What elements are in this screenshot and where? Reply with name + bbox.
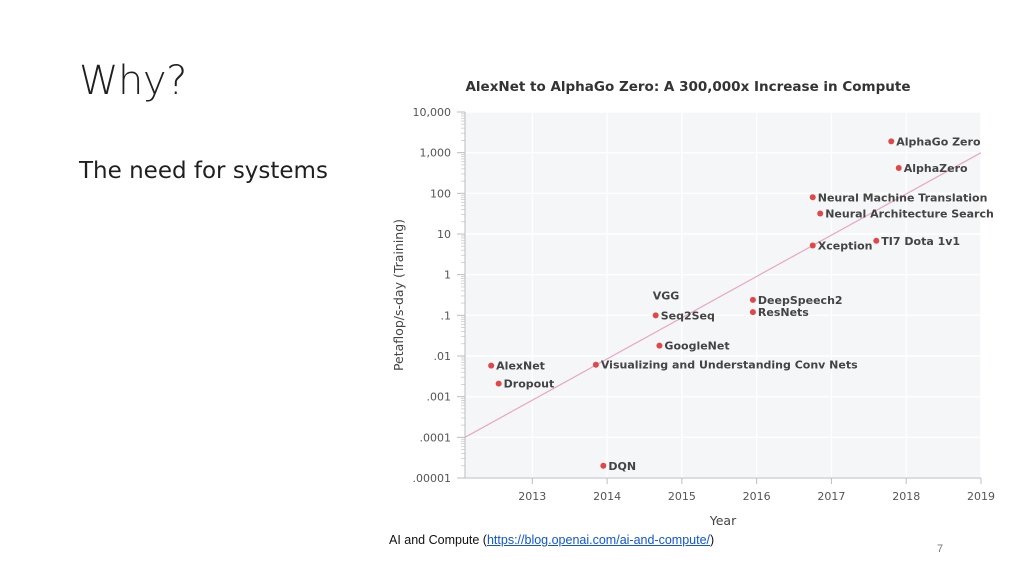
y-tick-label: 10	[437, 228, 451, 241]
chart-title: AlexNet to AlphaGo Zero: A 300,000x Incr…	[465, 79, 910, 95]
point-alphazero	[895, 164, 902, 171]
trend-line	[464, 152, 982, 438]
source-caption: AI and Compute (https://blog.openai.com/…	[389, 533, 714, 547]
caption-suffix: )	[710, 533, 715, 547]
caption-prefix: AI and Compute (	[389, 533, 487, 547]
label-alphazero: AlphaZero	[904, 162, 968, 175]
page-number: 7	[937, 543, 944, 555]
y-tick-label: .1	[441, 309, 452, 322]
label-dropout: Dropout	[504, 378, 555, 391]
point-seq2seq	[652, 312, 659, 319]
point-ti7-dota-1v1	[873, 237, 880, 244]
point-deepspeech2	[749, 296, 756, 303]
point-neural-architecture-search	[817, 210, 824, 217]
label-neural-machine-translation: Neural Machine Translation	[818, 191, 988, 204]
x-tick-label: 2015	[668, 490, 696, 503]
label-vgg: VGG	[653, 289, 680, 302]
y-tick-label: .00001	[413, 472, 452, 485]
y-axis-label: Petaflop/s-day (Training)	[391, 219, 406, 371]
compute-chart-svg: AlexNet to AlphaGo Zero: A 300,000x Incr…	[391, 79, 995, 528]
label-xception: Xception	[818, 240, 873, 253]
y-tick-label: .001	[427, 391, 452, 404]
compute-chart: AlexNet to AlphaGo Zero: A 300,000x Incr…	[385, 72, 1005, 542]
point-dropout	[495, 380, 502, 387]
x-tick-label: 2013	[518, 490, 546, 503]
point-xception	[809, 242, 816, 249]
slide-subtitle: The need for systems	[79, 158, 328, 184]
point-neural-machine-translation	[809, 194, 816, 201]
label-visualizing-and-understanding-conv-nets: Visualizing and Understanding Conv Nets	[601, 359, 858, 372]
y-tick-label: .01	[434, 350, 452, 363]
source-link[interactable]: https://blog.openai.com/ai-and-compute/	[486, 533, 711, 547]
y-tick-label: 10,000	[413, 106, 452, 119]
label-ti7-dota-1v1: TI7 Dota 1v1	[881, 235, 960, 248]
point-googlenet	[656, 342, 663, 349]
label-neural-architecture-search: Neural Architecture Search	[825, 207, 994, 220]
label-googlenet: GoogleNet	[664, 340, 729, 353]
point-dqn	[600, 462, 607, 469]
label-deepspeech2: DeepSpeech2	[758, 294, 843, 307]
x-tick-label: 2017	[817, 490, 845, 503]
label-alexnet: AlexNet	[496, 360, 545, 373]
label-resnets: ResNets	[758, 306, 809, 319]
y-tick-label: 1	[444, 269, 451, 282]
slide-title: Why?	[79, 58, 187, 104]
label-seq2seq: Seq2Seq	[661, 309, 715, 322]
x-tick-label: 2014	[593, 490, 621, 503]
y-tick-label: 100	[430, 187, 451, 200]
label-alphago-zero: AlphaGo Zero	[896, 135, 981, 148]
x-tick-label: 2016	[743, 490, 771, 503]
y-tick-label: .0001	[420, 431, 452, 444]
x-tick-label: 2018	[892, 490, 920, 503]
label-dqn: DQN	[608, 460, 636, 473]
y-tick-label: 1,000	[420, 147, 452, 160]
point-alphago-zero	[888, 138, 895, 145]
x-tick-label: 2019	[967, 490, 995, 503]
x-axis-label: Year	[709, 513, 737, 528]
point-alexnet	[488, 362, 495, 369]
point-visualizing-and-understanding-conv-nets	[592, 361, 599, 368]
point-resnets	[749, 309, 756, 316]
